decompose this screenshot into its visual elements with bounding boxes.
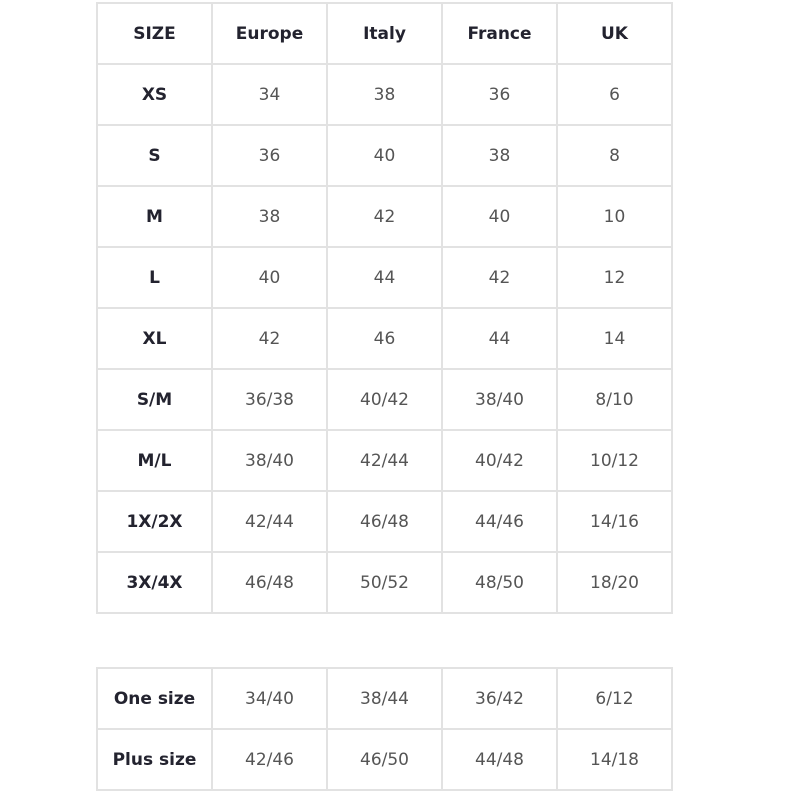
size-value-cell: 44	[441, 307, 558, 370]
size-value-cell: 38/44	[326, 667, 443, 730]
column-header: SIZE	[96, 2, 213, 65]
table-row: XS 34 38 36 6	[96, 63, 673, 126]
size-label-cell: S/M	[96, 368, 213, 431]
size-value-cell: 14/18	[556, 728, 673, 791]
size-label-cell: M/L	[96, 429, 213, 492]
size-value-cell: 46/48	[211, 551, 328, 614]
size-value-cell: 42	[441, 246, 558, 309]
special-size-table: One size 34/40 38/44 36/42 6/12 Plus size 42/4…	[96, 667, 673, 791]
size-value-cell: 48/50	[441, 551, 558, 614]
size-value-cell: 46/48	[326, 490, 443, 553]
size-value-cell: 8	[556, 124, 673, 187]
size-value-cell: 36	[441, 63, 558, 126]
size-value-cell: 36/42	[441, 667, 558, 730]
column-header: Europe	[211, 2, 328, 65]
size-value-cell: 40	[441, 185, 558, 248]
size-value-cell: 42/46	[211, 728, 328, 791]
size-value-cell: 42	[326, 185, 443, 248]
size-value-cell: 36/38	[211, 368, 328, 431]
size-label-cell: 1X/2X	[96, 490, 213, 553]
size-value-cell: 38/40	[211, 429, 328, 492]
size-value-cell: 42	[211, 307, 328, 370]
table-row: M 38 42 40 10	[96, 185, 673, 248]
size-value-cell: 8/10	[556, 368, 673, 431]
size-value-cell: 44/48	[441, 728, 558, 791]
size-value-cell: 6	[556, 63, 673, 126]
size-value-cell: 50/52	[326, 551, 443, 614]
size-value-cell: 18/20	[556, 551, 673, 614]
size-value-cell: 14/16	[556, 490, 673, 553]
table-row: M/L 38/40 42/44 40/42 10/12	[96, 429, 673, 492]
size-label-cell: S	[96, 124, 213, 187]
size-value-cell: 14	[556, 307, 673, 370]
size-value-cell: 40	[211, 246, 328, 309]
size-value-cell: 38	[211, 185, 328, 248]
size-value-cell: 40/42	[441, 429, 558, 492]
column-header: Italy	[326, 2, 443, 65]
table-row: Plus size 42/46 46/50 44/48 14/18	[96, 728, 673, 791]
table-row: 3X/4X 46/48 50/52 48/50 18/20	[96, 551, 673, 614]
size-value-cell: 44	[326, 246, 443, 309]
size-value-cell: 42/44	[326, 429, 443, 492]
size-label-cell: L	[96, 246, 213, 309]
size-label-cell: XS	[96, 63, 213, 126]
size-value-cell: 34/40	[211, 667, 328, 730]
size-value-cell: 12	[556, 246, 673, 309]
size-value-cell: 40	[326, 124, 443, 187]
size-value-cell: 10/12	[556, 429, 673, 492]
size-label-cell: One size	[96, 667, 213, 730]
table-row: XL 42 46 44 14	[96, 307, 673, 370]
size-label-cell: Plus size	[96, 728, 213, 791]
column-header: France	[441, 2, 558, 65]
size-value-cell: 46	[326, 307, 443, 370]
size-value-cell: 42/44	[211, 490, 328, 553]
size-value-cell: 36	[211, 124, 328, 187]
size-value-cell: 38	[326, 63, 443, 126]
column-header: UK	[556, 2, 673, 65]
size-value-cell: 38	[441, 124, 558, 187]
size-value-cell: 34	[211, 63, 328, 126]
size-label-cell: 3X/4X	[96, 551, 213, 614]
table-row: S/M 36/38 40/42 38/40 8/10	[96, 368, 673, 431]
table-row: One size 34/40 38/44 36/42 6/12	[96, 667, 673, 730]
table-row: S 36 40 38 8	[96, 124, 673, 187]
size-value-cell: 6/12	[556, 667, 673, 730]
size-label-cell: M	[96, 185, 213, 248]
size-value-cell: 10	[556, 185, 673, 248]
size-value-cell: 38/40	[441, 368, 558, 431]
size-value-cell: 40/42	[326, 368, 443, 431]
size-value-cell: 44/46	[441, 490, 558, 553]
table-row: L 40 44 42 12	[96, 246, 673, 309]
size-chart-table: SIZE Europe Italy France UK XS 34 38 36 6 S 36 40 38 8…	[96, 2, 673, 614]
size-value-cell: 46/50	[326, 728, 443, 791]
header-row: SIZE Europe Italy France UK	[96, 2, 673, 65]
table-row: 1X/2X 42/44 46/48 44/46 14/16	[96, 490, 673, 553]
size-label-cell: XL	[96, 307, 213, 370]
